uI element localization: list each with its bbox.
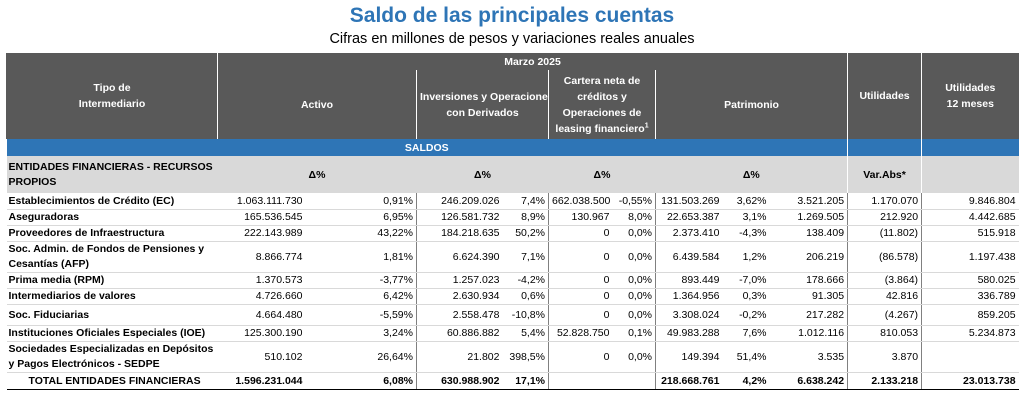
header-inversiones: Inversiones y Operaciones con Derivados: [416, 70, 549, 139]
header-row-columns: Activo Inversiones y Operaciones con Der…: [7, 70, 1019, 139]
table-row: Soc. Fiduciarias 4.664.480 -5,59% 2.558.…: [6, 304, 1019, 326]
table-row: Soc. Admin. de Fondos de Pensiones y Ces…: [6, 241, 1019, 273]
table-row: Instituciones Oficiales Especiales (IOE)…: [6, 325, 1019, 342]
table-row: Prima media (RPM) 1.370.573 -3,77% 1.257…: [6, 272, 1019, 289]
page-title: Saldo de las principales cuentas: [349, 4, 675, 27]
table-row: Sociedades Especializadas en Depósitos y…: [6, 341, 1019, 373]
header-tipo: Tipo de Intermediario: [6, 53, 218, 139]
group-label: ENTIDADES FINANCIERAS - RECURSOS PROPIOS: [6, 156, 218, 193]
table-row: Establecimientos de Crédito (EC) 1.063.1…: [6, 193, 1019, 210]
accounts-table: Tipo de Intermediario Marzo 2025 Utilida…: [6, 53, 1019, 390]
group-row: ENTIDADES FINANCIERAS - RECURSOS PROPIOS…: [6, 156, 1019, 193]
table-row: Proveedores de Infraestructura 222.143.9…: [6, 225, 1019, 242]
header-cartera: Cartera neta de créditos y Operaciones d…: [548, 70, 656, 139]
table-row: Intermediarios de valores 4.726.660 6,42…: [6, 288, 1019, 305]
varabs-header: Var.Abs*: [847, 156, 922, 193]
page-subtitle: Cifras en millones de pesos y variacione…: [329, 31, 695, 47]
delta-inversiones: Δ%: [416, 156, 549, 193]
section-saldos: SALDOS: [6, 139, 848, 156]
header-period: Marzo 2025: [216, 53, 848, 70]
total-row: TOTAL ENTIDADES FINANCIERAS 1.596.231.04…: [6, 371, 1019, 390]
section-row: SALDOS: [6, 139, 1019, 156]
header-activo: Activo: [217, 70, 417, 139]
delta-cartera: Δ%: [548, 156, 656, 193]
table-row: Aseguradoras 165.536.545 6,95% 126.581.7…: [6, 209, 1019, 226]
header-row-period: Tipo de Intermediario Marzo 2025 Utilida…: [6, 53, 1019, 139]
delta-patrimonio: Δ%: [655, 156, 848, 193]
header-patrimonio: Patrimonio: [654, 70, 848, 139]
header-utilidades-12m: Utilidades 12 meses: [921, 53, 1019, 139]
header-utilidades: Utilidades: [847, 53, 922, 139]
delta-activo: Δ%: [217, 156, 417, 193]
